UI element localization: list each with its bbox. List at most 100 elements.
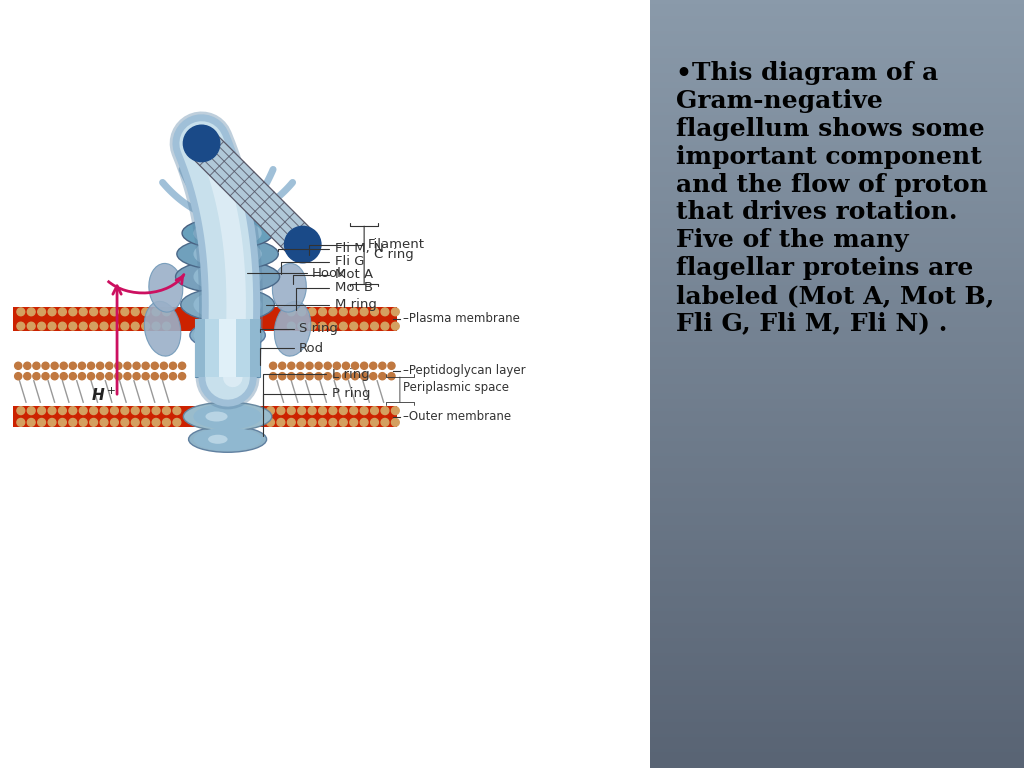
Circle shape xyxy=(278,407,285,415)
Circle shape xyxy=(318,323,327,330)
Circle shape xyxy=(153,308,160,316)
Circle shape xyxy=(169,372,176,379)
Circle shape xyxy=(58,308,67,316)
Circle shape xyxy=(339,308,347,316)
Circle shape xyxy=(79,308,87,316)
Ellipse shape xyxy=(177,238,279,270)
Circle shape xyxy=(153,323,160,330)
Ellipse shape xyxy=(181,288,274,322)
Circle shape xyxy=(339,419,347,426)
Ellipse shape xyxy=(194,404,262,429)
Circle shape xyxy=(288,323,295,330)
Circle shape xyxy=(14,372,22,379)
Circle shape xyxy=(105,372,113,379)
Circle shape xyxy=(141,419,150,426)
Circle shape xyxy=(350,407,357,415)
Circle shape xyxy=(388,362,395,369)
Circle shape xyxy=(318,419,327,426)
Bar xyxy=(189,131,314,257)
Circle shape xyxy=(370,372,377,379)
Ellipse shape xyxy=(194,428,262,451)
Circle shape xyxy=(121,323,129,330)
Circle shape xyxy=(360,372,368,379)
Circle shape xyxy=(163,407,170,415)
Circle shape xyxy=(360,308,368,316)
Circle shape xyxy=(360,419,368,426)
Circle shape xyxy=(69,323,77,330)
Circle shape xyxy=(96,372,103,379)
Circle shape xyxy=(266,407,274,415)
Circle shape xyxy=(33,372,40,379)
Circle shape xyxy=(279,362,286,369)
Circle shape xyxy=(90,419,97,426)
Circle shape xyxy=(278,419,285,426)
Circle shape xyxy=(325,372,332,379)
Ellipse shape xyxy=(188,426,266,452)
Ellipse shape xyxy=(206,412,227,422)
Circle shape xyxy=(111,308,119,316)
Circle shape xyxy=(69,407,77,415)
Circle shape xyxy=(161,362,168,369)
Circle shape xyxy=(381,308,389,316)
Circle shape xyxy=(297,372,304,379)
Circle shape xyxy=(379,372,386,379)
Circle shape xyxy=(297,362,304,369)
Circle shape xyxy=(360,362,368,369)
Circle shape xyxy=(100,419,108,426)
Circle shape xyxy=(266,419,274,426)
Circle shape xyxy=(124,362,131,369)
Circle shape xyxy=(79,323,87,330)
Circle shape xyxy=(308,407,316,415)
Circle shape xyxy=(279,372,286,379)
Circle shape xyxy=(69,308,77,316)
Circle shape xyxy=(60,362,68,369)
Circle shape xyxy=(90,323,97,330)
Circle shape xyxy=(285,227,321,263)
Circle shape xyxy=(100,308,108,316)
Circle shape xyxy=(142,372,150,379)
Circle shape xyxy=(87,372,94,379)
Circle shape xyxy=(288,362,295,369)
Circle shape xyxy=(79,419,87,426)
Circle shape xyxy=(306,372,313,379)
Circle shape xyxy=(115,372,122,379)
Ellipse shape xyxy=(148,263,183,312)
Circle shape xyxy=(178,362,185,369)
Circle shape xyxy=(152,362,159,369)
Circle shape xyxy=(350,323,357,330)
Circle shape xyxy=(351,362,358,369)
Circle shape xyxy=(339,407,347,415)
Circle shape xyxy=(169,362,176,369)
Circle shape xyxy=(48,308,56,316)
Bar xyxy=(13,307,396,331)
Circle shape xyxy=(391,308,399,316)
Circle shape xyxy=(178,372,185,379)
Circle shape xyxy=(391,323,399,330)
Text: Fli G: Fli G xyxy=(281,255,365,274)
Ellipse shape xyxy=(175,260,280,293)
Circle shape xyxy=(121,419,129,426)
Circle shape xyxy=(141,308,150,316)
Text: L ring: L ring xyxy=(263,368,370,410)
Ellipse shape xyxy=(183,402,271,431)
Text: •This diagram of a Gram-negative flagellum shows some important component and th: •This diagram of a Gram-negative flagell… xyxy=(677,61,994,336)
Circle shape xyxy=(38,407,45,415)
Circle shape xyxy=(124,372,131,379)
Bar xyxy=(195,319,260,378)
Circle shape xyxy=(288,372,295,379)
Bar xyxy=(205,319,250,378)
Circle shape xyxy=(51,362,58,369)
Text: C ring: C ring xyxy=(374,248,414,261)
Circle shape xyxy=(298,323,305,330)
Ellipse shape xyxy=(274,301,311,356)
Circle shape xyxy=(371,323,379,330)
Circle shape xyxy=(38,323,45,330)
Circle shape xyxy=(28,407,35,415)
Text: Periplasmic space: Periplasmic space xyxy=(403,381,509,394)
Circle shape xyxy=(329,419,337,426)
Ellipse shape xyxy=(194,261,262,292)
Circle shape xyxy=(351,372,358,379)
Circle shape xyxy=(142,362,150,369)
Circle shape xyxy=(288,308,295,316)
Circle shape xyxy=(360,407,368,415)
